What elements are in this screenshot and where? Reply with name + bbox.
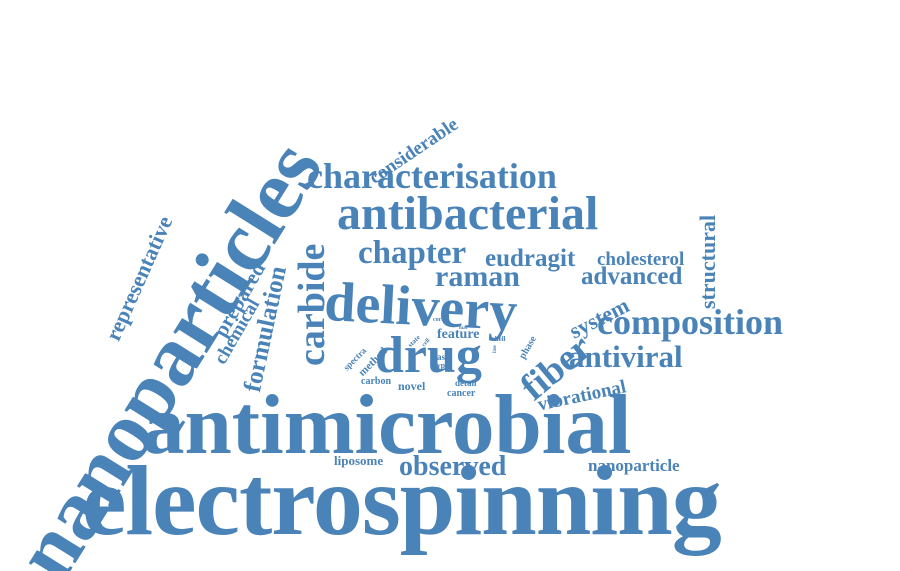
- word-cholesterol: cholesterol: [597, 249, 685, 270]
- word-nanoparticle: nanoparticle: [588, 456, 680, 475]
- word-electrospinning: electrospinning: [82, 445, 722, 556]
- word-carbide: carbide: [291, 243, 333, 366]
- word-antibacterial: antibacterial: [337, 187, 599, 240]
- word-advanced: advanced: [581, 263, 683, 290]
- word-cancer: cancer: [447, 388, 476, 399]
- word-raman: raman: [435, 260, 520, 293]
- word-feature: feature: [437, 327, 480, 342]
- word-detail: detail: [455, 378, 477, 388]
- word-antimicrobial: antimicrobial: [142, 378, 632, 472]
- word-liposome: liposome: [334, 453, 384, 468]
- word-type: type: [434, 361, 449, 370]
- word-mat: mat: [459, 326, 468, 331]
- word-novel: novel: [398, 379, 426, 393]
- word-shell: shell: [492, 335, 506, 343]
- word-drug: drug: [375, 327, 482, 384]
- word-characterisation: characterisation: [307, 156, 557, 196]
- word-antiviral: antiviral: [569, 339, 683, 374]
- word-structural: structural: [695, 214, 720, 309]
- word-chapter: chapter: [358, 235, 467, 271]
- word-carbon: carbon: [361, 376, 391, 387]
- word-line: line: [493, 345, 498, 353]
- word-fast: fast: [434, 352, 448, 362]
- word-composition: composition: [597, 302, 784, 342]
- word-core: core: [433, 317, 444, 323]
- word-observed: observed: [399, 451, 507, 482]
- word-eudragit: eudragit: [485, 245, 576, 272]
